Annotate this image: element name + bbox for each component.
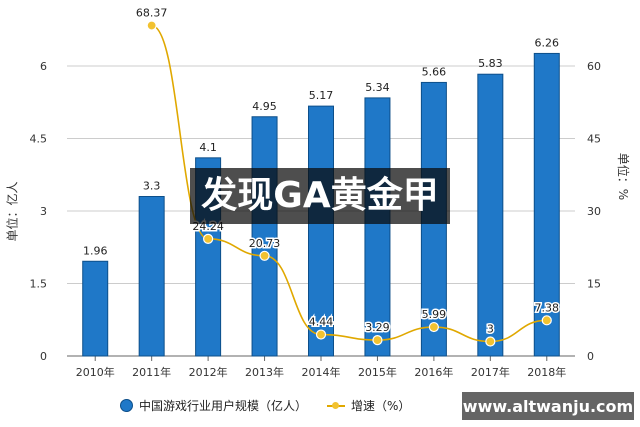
bar	[82, 260, 109, 357]
x-tick-label: 2017年	[471, 365, 510, 379]
x-tick-label: 2016年	[414, 365, 453, 379]
bar	[308, 105, 334, 357]
x-tick-label: 2013年	[245, 365, 284, 379]
left-tick-label: 0	[40, 350, 47, 363]
legend-line-icon	[327, 401, 346, 409]
bar-data-label: 4.1	[199, 141, 217, 154]
growth-data-label: 5.99	[422, 308, 447, 321]
growth-data-label: 20.73	[249, 237, 281, 250]
bar-data-label: 3.3	[143, 180, 161, 193]
bar	[364, 97, 391, 357]
right-tick-label: 30	[587, 205, 601, 218]
bar-data-label: 5.34	[365, 81, 390, 94]
right-tick-label: 0	[587, 350, 594, 363]
right-tick-label: 60	[587, 60, 601, 73]
bar	[251, 116, 278, 357]
legend-bar-label: 中国游戏行业用户规模（亿人）	[139, 399, 308, 413]
bar-data-label: 1.96	[83, 244, 108, 257]
watermark-url: www.altwanju.com	[462, 392, 634, 420]
legend: 中国游戏行业用户规模（亿人） 增速（%）	[120, 397, 410, 414]
growth-data-label: 3	[487, 323, 494, 336]
left-tick-label: 1.5	[30, 278, 48, 291]
x-tick-label: 2010年	[76, 365, 115, 379]
left-tick-label: 4.5	[30, 133, 48, 146]
bar	[138, 196, 165, 357]
growth-point	[485, 336, 496, 347]
growth-point	[428, 321, 439, 333]
bar-data-label: 4.95	[252, 100, 277, 113]
right-axis-title: 单位：%	[616, 152, 631, 201]
x-tick-label: 2011年	[132, 365, 171, 379]
growth-data-label: 68.37	[136, 7, 168, 20]
growth-point	[146, 20, 157, 31]
right-tick-label: 45	[587, 133, 601, 146]
bar-data-label: 5.83	[478, 57, 503, 70]
x-tick-label: 2018年	[527, 365, 566, 379]
growth-point	[203, 233, 214, 244]
bar-data-label: 5.17	[309, 89, 334, 102]
x-tick-label: 2015年	[358, 365, 397, 379]
legend-bar-icon	[120, 399, 133, 412]
growth-data-label: 4.44	[309, 316, 334, 329]
growth-data-label: 3.29	[365, 321, 390, 334]
growth-point	[541, 315, 552, 326]
growth-point	[315, 329, 327, 340]
bar-data-label: 5.66	[422, 65, 447, 78]
right-tick-label: 15	[587, 278, 601, 291]
x-tick-label: 2014年	[302, 365, 341, 379]
bar	[533, 52, 560, 357]
bar-data-label: 6.26	[535, 36, 560, 49]
x-tick-label: 2012年	[189, 365, 228, 379]
growth-data-label: 7.38	[535, 301, 560, 314]
bar	[477, 73, 504, 357]
overlay-title: 发现GA黄金甲	[190, 168, 450, 224]
legend-line-label: 增速（%）	[351, 399, 411, 413]
left-tick-label: 3	[40, 205, 47, 218]
growth-point	[259, 250, 270, 261]
left-axis-title: 单位：亿人	[5, 181, 20, 242]
growth-point	[372, 334, 383, 346]
left-tick-label: 6	[40, 60, 47, 73]
